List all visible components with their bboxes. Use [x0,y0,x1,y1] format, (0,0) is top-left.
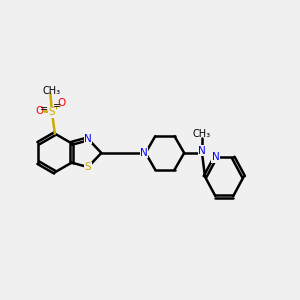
Text: N: N [84,134,92,144]
Text: CH₃: CH₃ [193,129,211,139]
Text: N: N [198,146,206,156]
Text: N: N [212,152,219,162]
Text: N: N [140,148,148,158]
Text: O: O [35,106,44,116]
Text: =: = [40,105,48,115]
Text: CH₃: CH₃ [43,86,61,96]
Text: =: = [52,101,61,111]
Text: O: O [57,98,66,108]
Text: S: S [49,107,55,117]
Text: S: S [85,162,91,172]
